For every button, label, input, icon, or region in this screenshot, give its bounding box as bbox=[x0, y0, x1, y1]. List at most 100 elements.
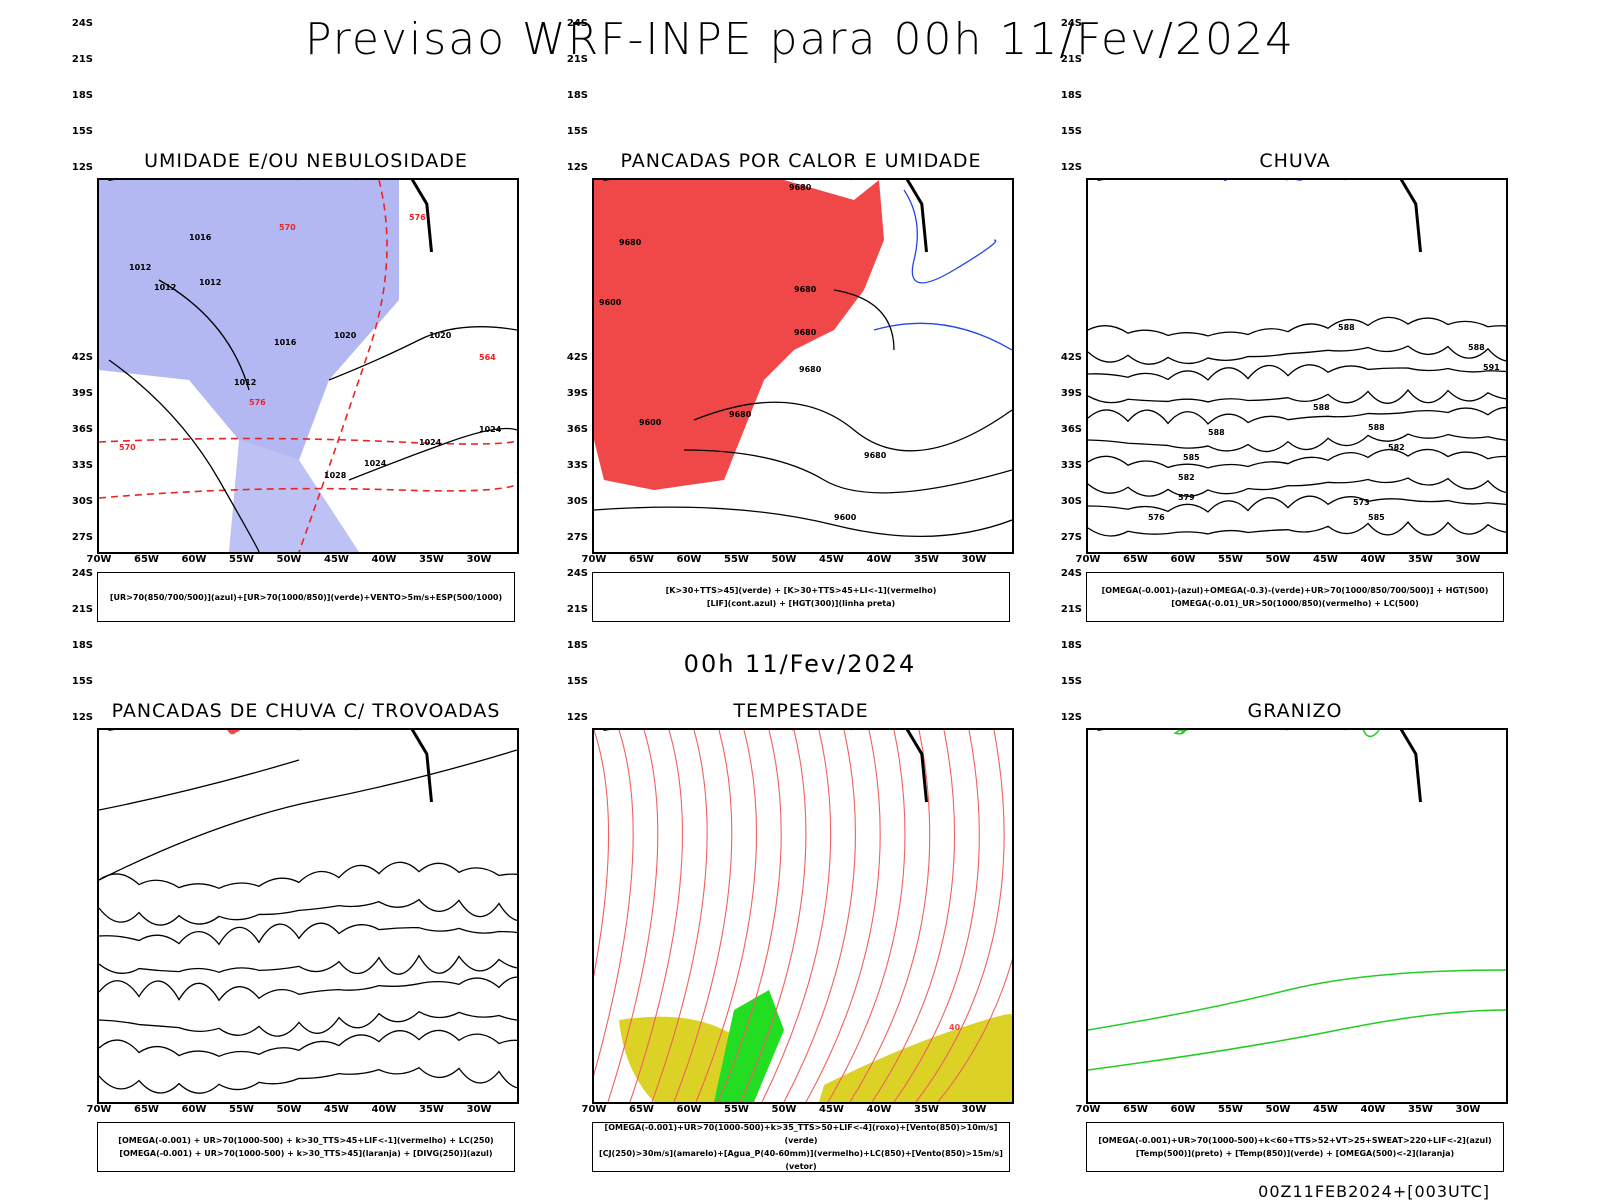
latitude-label: 27S bbox=[65, 532, 93, 543]
longitude-label: 40W bbox=[364, 1104, 404, 1115]
latitude-label: 21S bbox=[65, 54, 93, 65]
latitude-label: 27S bbox=[560, 532, 588, 543]
latitude-label: 12S bbox=[1054, 712, 1082, 723]
longitude-label: 55W bbox=[222, 1104, 262, 1115]
longitude-label: 50W bbox=[764, 1104, 804, 1115]
latitude-label: 30S bbox=[560, 496, 588, 507]
isoline bbox=[1088, 434, 1506, 451]
panel-title: PANCADAS POR CALOR E UMIDADE bbox=[572, 150, 1030, 172]
isoline bbox=[1088, 317, 1506, 336]
shade-blob bbox=[227, 730, 241, 733]
contour-label: 9680 bbox=[619, 238, 642, 247]
isoline bbox=[1088, 365, 1506, 380]
isoline bbox=[1088, 449, 1506, 468]
contour-label: 9600 bbox=[639, 418, 662, 427]
longitude-label: 65W bbox=[622, 1104, 662, 1115]
longitude-label: 65W bbox=[127, 1104, 167, 1115]
contour-label: 40 bbox=[949, 1023, 961, 1032]
longitude-label: 55W bbox=[717, 554, 757, 565]
contour-label: 573 bbox=[1353, 498, 1370, 507]
isoline bbox=[99, 923, 517, 944]
latitude-label: 39S bbox=[65, 388, 93, 399]
contour-label: 1012 bbox=[129, 263, 151, 272]
latitude-label: 21S bbox=[1054, 54, 1082, 65]
legend-line: [OMEGA(-0.001)+UR>70(1000-500)+k<60+TTS>… bbox=[1087, 1134, 1503, 1147]
contour-label: 582 bbox=[1178, 473, 1195, 482]
panel-legend: [K>30+TTS>45](verde) + [K>30+TTS>45+LI<-… bbox=[592, 572, 1010, 622]
contour-label: 576 bbox=[1148, 513, 1165, 522]
latitude-label: 33S bbox=[1054, 460, 1082, 471]
streamline bbox=[828, 730, 905, 1102]
latitude-label: 21S bbox=[1054, 604, 1082, 615]
longitude-label: 35W bbox=[907, 554, 947, 565]
contour-label: 1024 bbox=[479, 425, 502, 434]
coastline bbox=[1126, 730, 1421, 802]
latitude-label: 33S bbox=[560, 460, 588, 471]
latitude-label: 42S bbox=[65, 352, 93, 363]
latitude-label: 15S bbox=[1054, 676, 1082, 687]
isoline bbox=[1088, 407, 1506, 424]
legend-line: [OMEGA(-0.001) + UR>70(1000-500) + k>30_… bbox=[98, 1134, 514, 1147]
longitude-label: 40W bbox=[364, 554, 404, 565]
panel-title: GRANIZO bbox=[1066, 700, 1524, 722]
contour-label: 9680 bbox=[799, 365, 822, 374]
latitude-label: 15S bbox=[560, 126, 588, 137]
isoline bbox=[99, 1030, 517, 1056]
latitude-label: 15S bbox=[65, 126, 93, 137]
longitude-label: 60W bbox=[1163, 1104, 1203, 1115]
clear-area bbox=[404, 180, 517, 552]
longitude-label: 30W bbox=[1448, 1104, 1488, 1115]
longitude-label: 70W bbox=[79, 554, 119, 565]
longitude-label: 30W bbox=[954, 1104, 994, 1115]
latitude-label: 30S bbox=[1054, 496, 1082, 507]
panel-legend: [OMEGA(-0.001)+UR>70(1000-500)+k<60+TTS>… bbox=[1086, 1122, 1504, 1172]
contour-label: 588 bbox=[1313, 403, 1330, 412]
panel-legend: [OMEGA(-0.001) + UR>70(1000-500) + k>30_… bbox=[97, 1122, 515, 1172]
isoline bbox=[99, 977, 517, 1000]
coastline bbox=[1126, 180, 1421, 252]
isoline bbox=[99, 1068, 517, 1094]
hgt-contour bbox=[594, 507, 1012, 536]
contour-label: 1028 bbox=[324, 471, 347, 480]
isoline bbox=[99, 900, 517, 925]
longitude-label: 50W bbox=[1258, 554, 1298, 565]
longitude-label: 45W bbox=[1306, 554, 1346, 565]
forecast-map bbox=[97, 728, 519, 1104]
longitude-label: 30W bbox=[1448, 554, 1488, 565]
jet-core bbox=[819, 1014, 1012, 1102]
contour-label: 588 bbox=[1368, 423, 1385, 432]
contour-label: 9600 bbox=[834, 513, 857, 522]
map-canvas bbox=[1088, 730, 1506, 1102]
contour-label: 9600 bbox=[599, 298, 622, 307]
longitude-label: 45W bbox=[812, 1104, 852, 1115]
lif-contour bbox=[874, 323, 1012, 350]
legend-line: [CJ(250)>30m/s](amarelo)+[Agua_P(40-60mm… bbox=[593, 1147, 1009, 1173]
latitude-label: 15S bbox=[560, 676, 588, 687]
shade-blob bbox=[1294, 180, 1305, 181]
longitude-label: 70W bbox=[574, 554, 614, 565]
mid-title: 00h 11/Fev/2024 bbox=[0, 650, 1600, 678]
latitude-label: 42S bbox=[1054, 352, 1082, 363]
longitude-label: 60W bbox=[174, 1104, 214, 1115]
latitude-label: 15S bbox=[65, 676, 93, 687]
contour-label: 591 bbox=[1483, 363, 1500, 372]
latitude-label: 30S bbox=[65, 496, 93, 507]
map-canvas: 40 bbox=[594, 730, 1012, 1102]
panel-legend: [UR>70(850/700/500)](azul)+[UR>70(1000/8… bbox=[97, 572, 515, 622]
longitude-label: 30W bbox=[459, 554, 499, 565]
latitude-label: 18S bbox=[65, 90, 93, 101]
longitude-label: 70W bbox=[1068, 1104, 1108, 1115]
legend-line: [Temp(500)](preto) + [Temp(850)](verde) … bbox=[1087, 1147, 1503, 1160]
legend-line: [OMEGA(-0.001) + UR>70(1000-500) + k>30_… bbox=[98, 1147, 514, 1160]
longitude-label: 45W bbox=[812, 554, 852, 565]
legend-line: [UR>70(850/700/500)](azul)+[UR>70(1000/8… bbox=[98, 591, 514, 604]
contour-label: 588 bbox=[1208, 428, 1225, 437]
latitude-label: 18S bbox=[65, 640, 93, 651]
latitude-label: 36S bbox=[560, 424, 588, 435]
contour-label: 588 bbox=[1468, 343, 1485, 352]
latitude-label: 12S bbox=[1054, 162, 1082, 173]
longitude-label: 45W bbox=[317, 554, 357, 565]
contour-line bbox=[1364, 730, 1379, 736]
longitude-label: 40W bbox=[1353, 1104, 1393, 1115]
